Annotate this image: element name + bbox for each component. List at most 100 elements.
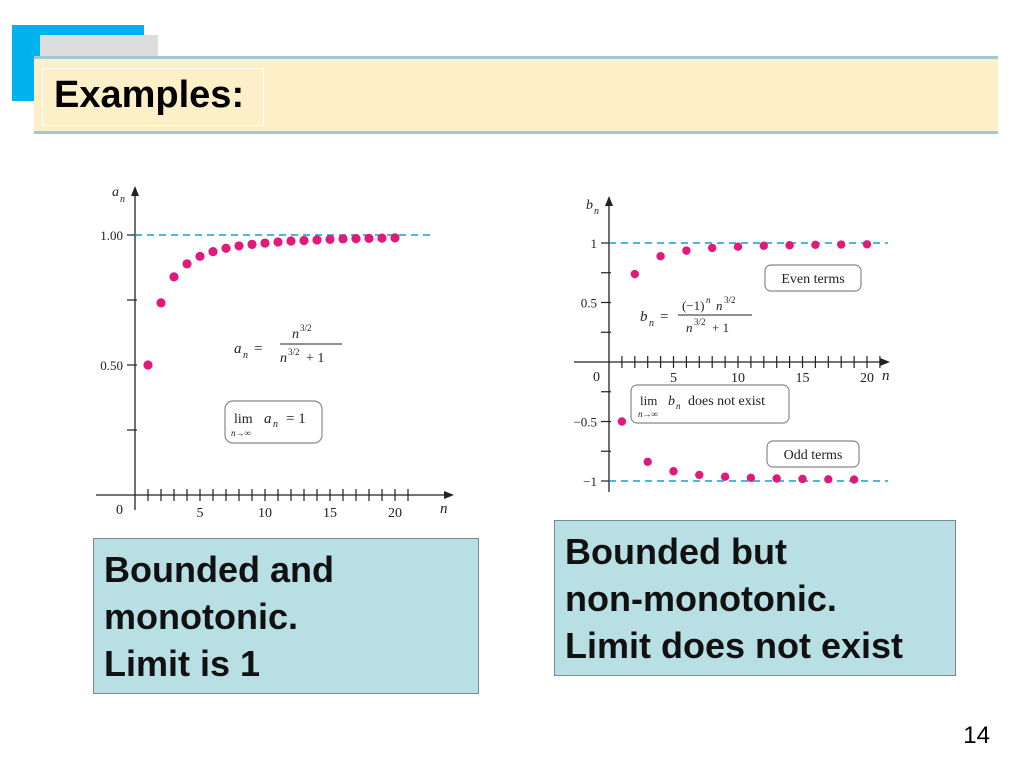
data-point — [656, 252, 665, 261]
svg-text:b: b — [640, 309, 648, 325]
data-point — [798, 474, 807, 484]
svg-text:n: n — [273, 419, 278, 430]
svg-text:b: b — [668, 394, 675, 409]
data-point — [156, 298, 166, 308]
x-tick-label: 20 — [860, 371, 874, 386]
chart-bn-formula: b n = (−1) n n 3/2 n 3/2 + 1 — [640, 295, 752, 335]
svg-text:n: n — [292, 327, 299, 342]
data-point — [247, 239, 257, 249]
x-axis-label: n — [882, 368, 890, 384]
data-point — [234, 241, 244, 251]
data-point — [630, 269, 639, 279]
data-point — [759, 241, 768, 250]
data-point — [708, 243, 717, 253]
data-point — [299, 235, 309, 246]
x-tick-label: 10 — [731, 371, 745, 386]
x-tick-label: 20 — [388, 506, 402, 521]
y-axis-label-sub: n — [594, 206, 599, 217]
x-axis-label: n — [440, 501, 448, 517]
note-left-line-2: monotonic. — [104, 595, 298, 637]
data-point — [143, 360, 153, 370]
y-tick-label: 0.5 — [581, 296, 597, 311]
note-right-line-3: Limit does not exist — [565, 624, 904, 666]
x-tick-label: 5 — [670, 371, 677, 386]
data-point — [338, 234, 348, 244]
svg-text:n→∞: n→∞ — [638, 409, 658, 419]
svg-text:n→∞: n→∞ — [231, 428, 251, 438]
note-right: Bounded but non-monotonic. Limit does no… — [554, 520, 956, 676]
chart-an-formula: a n = n 3/2 n 3/2 + 1 — [234, 323, 342, 366]
data-point — [221, 243, 231, 253]
y-axis-label: a — [112, 185, 119, 200]
svg-text:(−1): (−1) — [682, 298, 705, 313]
data-point — [811, 240, 820, 249]
data-point — [364, 233, 374, 243]
note-left-line-1: Bounded and — [104, 549, 334, 590]
y-axis-arrow — [131, 186, 139, 196]
data-point — [785, 241, 794, 250]
x-tick-label: 15 — [796, 371, 810, 386]
origin-label: 0 — [593, 370, 600, 385]
data-point — [208, 247, 218, 257]
svg-text:3/2: 3/2 — [288, 347, 300, 357]
data-point — [286, 236, 296, 246]
x-tick-label: 5 — [197, 506, 204, 521]
data-point — [312, 235, 322, 245]
even-terms-box: Even terms — [764, 264, 862, 292]
data-point — [837, 240, 846, 249]
odd-terms-box: Odd terms — [766, 440, 860, 468]
y-tick-label: −0.5 — [573, 415, 597, 430]
svg-text:3/2: 3/2 — [694, 317, 706, 327]
svg-text:= 1: = 1 — [286, 411, 306, 427]
svg-text:a: a — [234, 341, 242, 357]
svg-text:3/2: 3/2 — [724, 295, 736, 305]
svg-text:n: n — [716, 298, 723, 313]
x-axis-arrow — [444, 491, 454, 499]
data-point — [695, 470, 704, 480]
svg-text:n: n — [280, 351, 287, 366]
data-point — [669, 467, 678, 476]
page-number: 14 — [963, 722, 990, 749]
data-point — [351, 234, 361, 244]
chart-bn-points — [617, 240, 872, 484]
svg-text:Odd terms: Odd terms — [784, 448, 843, 463]
data-point — [273, 237, 283, 247]
data-point — [720, 472, 730, 481]
svg-text:+ 1: + 1 — [712, 320, 729, 335]
svg-text:3/2: 3/2 — [300, 323, 312, 333]
title-box — [42, 68, 264, 126]
data-point — [733, 242, 743, 251]
data-point — [390, 233, 400, 243]
svg-text:=: = — [254, 341, 262, 357]
svg-text:does not exist: does not exist — [688, 394, 765, 409]
svg-text:n: n — [686, 320, 693, 335]
note-right-line-2: non-monotonic. — [565, 577, 837, 619]
note-left-line-3: Limit is 1 — [104, 642, 261, 684]
data-point — [682, 246, 691, 255]
y-tick-label: 1 — [591, 236, 598, 251]
origin-label: 0 — [116, 503, 123, 518]
data-point — [824, 475, 833, 484]
y-axis-label: b — [586, 198, 593, 213]
data-point — [260, 238, 270, 248]
x-tick-label: 10 — [258, 506, 272, 521]
svg-text:Even terms: Even terms — [781, 272, 844, 287]
svg-text:a: a — [264, 411, 272, 427]
svg-text:n: n — [706, 295, 711, 305]
data-point — [377, 233, 387, 243]
data-point — [862, 240, 872, 249]
y-tick-label: −1 — [583, 474, 597, 489]
svg-text:lim: lim — [640, 393, 657, 408]
svg-text:n: n — [676, 401, 681, 411]
data-point — [849, 475, 859, 484]
svg-text:=: = — [660, 309, 668, 325]
x-tick-label: 15 — [323, 506, 337, 521]
data-point — [169, 272, 179, 282]
data-point — [195, 251, 205, 261]
note-right-line-1: Bounded but — [565, 531, 787, 572]
slide-title: Examples: — [54, 74, 245, 116]
data-point — [772, 474, 781, 483]
chart-bn-limit-box: lim n→∞ b n does not exist — [630, 384, 790, 424]
